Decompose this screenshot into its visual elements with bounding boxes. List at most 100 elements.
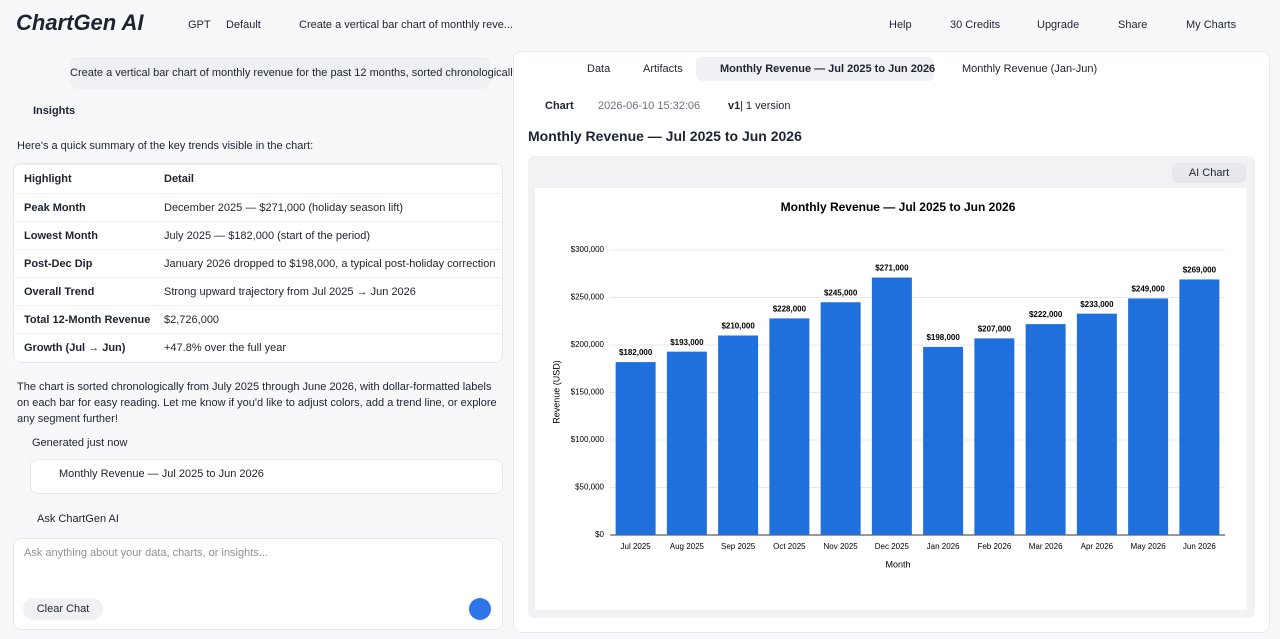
bar [871, 277, 912, 535]
table-cell: Growth (Jul → Jun) [24, 342, 126, 354]
table-cell: January 2026 dropped to $198,000, a typi… [164, 258, 496, 270]
x-tick-label: Dec 2025 [875, 542, 910, 551]
table-cell: Highlight [24, 173, 72, 185]
value-label: $245,000 [824, 288, 858, 297]
x-tick-label: Sep 2025 [721, 542, 756, 551]
table-cell: Peak Month [24, 202, 86, 214]
value-label: $249,000 [1131, 285, 1165, 294]
bar [923, 346, 964, 535]
nav-credits[interactable]: 30 Credits [950, 19, 1001, 31]
value-label: $210,000 [721, 322, 755, 331]
ai-chart-button[interactable]: AI Chart [1172, 163, 1246, 183]
breadcrumb: Create a vertical bar chart of monthly r… [299, 19, 513, 31]
value-label: $228,000 [773, 305, 807, 314]
x-tick-label: Apr 2026 [1081, 542, 1114, 551]
bar [718, 335, 759, 535]
ask-title: Ask ChartGen AI [37, 513, 119, 525]
panel-title: Monthly Revenue — Jul 2025 to Jun 2026 [528, 128, 802, 144]
bar [1076, 313, 1117, 535]
value-label: $207,000 [978, 324, 1012, 333]
value-label: $182,000 [619, 348, 653, 357]
value-label: $271,000 [875, 264, 909, 273]
tab-data[interactable]: Data [587, 63, 611, 75]
bar [1179, 279, 1220, 535]
x-tick-label: May 2026 [1131, 542, 1167, 551]
x-tick-label: Feb 2026 [977, 542, 1011, 551]
bar [1128, 298, 1169, 535]
x-tick-label: Oct 2025 [773, 542, 806, 551]
table-row: Peak Month December 2025 — $271,000 (holi… [13, 193, 501, 222]
tab-artifacts[interactable]: Artifacts [643, 63, 683, 75]
intro: Here's a quick summary of the key trends… [17, 140, 314, 152]
table-row: Overall Trend Strong upward trajectory fr… [13, 277, 501, 306]
version-count[interactable]: | 1 version [740, 100, 791, 112]
value-label: $193,000 [670, 338, 704, 347]
table-row: Total 12-Month Revenue $2,726,000 [13, 305, 501, 334]
y-tick-label: $0 [595, 530, 604, 539]
nav-upgrade[interactable]: Upgrade [1037, 19, 1080, 31]
table-cell: Post-Dec Dip [24, 258, 93, 270]
x-tick-label: Jul 2025 [621, 542, 652, 551]
insights-table [13, 163, 503, 363]
timestamp: 2026-06-10 15:32:06 [598, 100, 701, 112]
table-cell: $2,726,000 [164, 314, 220, 326]
chart-title: Monthly Revenue — Jul 2025 to Jun 2026 [781, 200, 1016, 214]
table-cell: +47.8% over the full year [164, 342, 286, 354]
table-row: Lowest Month July 2025 — $182,000 (start … [13, 221, 501, 250]
bar [974, 338, 1015, 535]
chart: Monthly Revenue — Jul 2025 to Jun 2026 M… [535, 188, 1247, 610]
table-cell: Lowest Month [24, 230, 98, 242]
y-tick-label: $200,000 [571, 340, 605, 349]
bar [820, 302, 861, 535]
x-tick-label: Jun 2026 [1183, 542, 1216, 551]
table-cell: Total 12-Month Revenue [24, 314, 151, 326]
bar [615, 362, 656, 535]
table-cell: Strong upward trajectory from Jul 2025 →… [164, 286, 416, 298]
nav-help[interactable]: Help [889, 19, 912, 31]
send-button[interactable] [469, 598, 491, 620]
value-label: $269,000 [1183, 266, 1217, 275]
y-axis-label: Revenue (USD) [551, 360, 561, 424]
table-row: Growth (Jul → Jun) +47.8% over the full y… [13, 333, 501, 362]
x-axis-label: Month [885, 559, 910, 569]
value-label: $222,000 [1029, 310, 1063, 319]
y-tick-label: $150,000 [571, 388, 605, 397]
nav-my-charts[interactable]: My Charts [1186, 19, 1237, 31]
tab-active[interactable]: Monthly Revenue — Jul 2025 to Jun 2026 [696, 57, 935, 81]
nav-share[interactable]: Share [1118, 19, 1148, 31]
x-tick-label: Mar 2026 [1029, 542, 1063, 551]
logo[interactable]: ChartGen AI [16, 10, 144, 35]
y-tick-label: $250,000 [571, 293, 605, 302]
artifact-card[interactable] [30, 459, 503, 494]
clear-chat[interactable]: Clear Chat [23, 598, 103, 620]
tab-other[interactable]: Monthly Revenue (Jan-Jun) [962, 63, 1098, 75]
model[interactable]: GPT [188, 19, 211, 31]
table-cell: Detail [164, 173, 194, 185]
table-cell: July 2025 — $182,000 (start of the perio… [164, 230, 371, 242]
bar [769, 318, 810, 535]
table-cell: December 2025 — $271,000 (holiday season… [164, 202, 404, 214]
view-chart[interactable]: Chart [545, 100, 574, 112]
user-prompt: Create a vertical bar chart of monthly r… [70, 57, 520, 89]
x-tick-label: Jan 2026 [927, 542, 960, 551]
bar [1025, 324, 1066, 535]
summary: The chart is sorted chronologically from… [17, 381, 497, 425]
value-label: $198,000 [926, 333, 960, 342]
version[interactable]: v1 [728, 100, 741, 112]
table-row: Highlight Detail [13, 164, 501, 193]
table-cell: Overall Trend [24, 286, 95, 298]
placeholder[interactable]: Ask anything about your data, charts, or… [24, 547, 268, 559]
insights-title[interactable]: Insights [33, 105, 76, 117]
generated: Generated just now [32, 437, 128, 449]
artifact-name[interactable]: Monthly Revenue — Jul 2025 to Jun 2026 [59, 468, 264, 480]
bar [666, 351, 707, 535]
value-label: $233,000 [1080, 300, 1114, 309]
y-tick-label: $50,000 [575, 483, 604, 492]
y-tick-label: $100,000 [571, 435, 605, 444]
table-row: Post-Dec Dip January 2026 dropped to $198… [13, 249, 501, 278]
x-tick-label: Aug 2025 [670, 542, 705, 551]
x-tick-label: Nov 2025 [824, 542, 859, 551]
y-tick-label: $300,000 [571, 245, 605, 254]
workspace[interactable]: Default [226, 19, 261, 31]
